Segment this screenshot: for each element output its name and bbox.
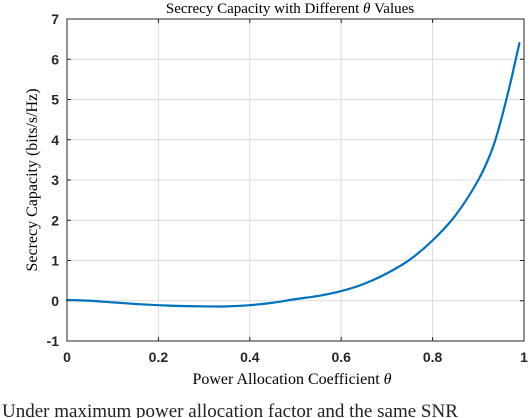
y-tick-label: -1: [47, 333, 60, 349]
y-tick-label: 0: [51, 293, 59, 309]
axes-box: [66, 18, 525, 342]
x-tick-label: 1: [520, 349, 528, 365]
y-tick-label: 6: [51, 51, 59, 67]
x-tick-label: 0.6: [331, 349, 351, 365]
x-tick-label: 0: [63, 349, 71, 365]
series-line: [65, 42, 521, 308]
x-tick-label: 0.4: [240, 349, 260, 365]
x-axis-label: Power Allocation Coefficient θ: [192, 371, 391, 388]
chart-title: Secrecy Capacity with Different θ Values: [166, 1, 414, 17]
y-tick-label: 5: [51, 92, 59, 108]
y-tick-label: 4: [51, 132, 59, 148]
y-axis-label: Secrecy Capacity (bits/s/Hz): [24, 88, 41, 271]
x-tick-label: 0.2: [149, 349, 169, 365]
y-tick-label: 1: [51, 253, 59, 269]
y-tick-labels: -1 0 1 2 3 4 5 6 7: [47, 11, 60, 349]
y-tick-label: 3: [51, 172, 59, 188]
x-tick-labels: 0 0.2 0.4 0.6 0.8 1: [63, 349, 528, 365]
caption-text: Under maximum power allocation factor an…: [2, 401, 458, 418]
y-tick-label: 2: [51, 212, 59, 228]
figure-caption: Under maximum power allocation factor an…: [0, 398, 530, 418]
y-tick-label: 7: [51, 11, 59, 27]
x-tick-label: 0.8: [423, 349, 443, 365]
